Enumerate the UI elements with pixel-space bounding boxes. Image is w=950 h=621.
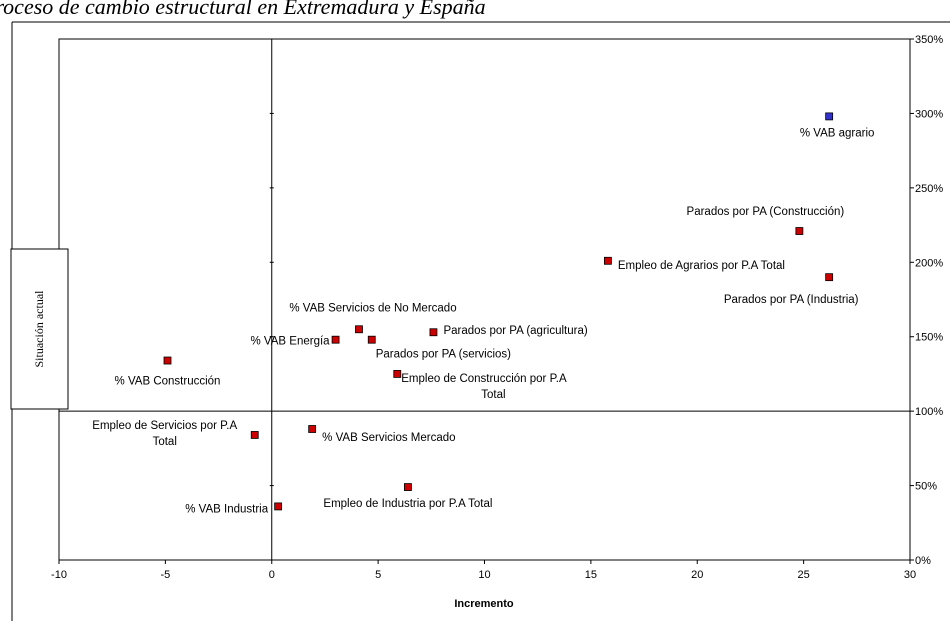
x-tick-label: 10	[478, 569, 490, 581]
x-tick-label: 0	[269, 569, 275, 581]
x-tick-label: 20	[691, 569, 703, 581]
y-axis-title-box	[10, 248, 69, 410]
point-label: Parados por PA (Construcción)	[687, 206, 845, 218]
data-point	[331, 335, 340, 344]
data-point	[825, 273, 834, 282]
y-axis-ticks: 0% 50% 100% 150% 200% 250% 300% 350%	[269, 34, 943, 567]
point-label: Empleo de Construcción por P.A Total	[401, 373, 567, 401]
point-label: % VAB Industria	[185, 503, 268, 515]
y-tick-label: 300%	[915, 108, 943, 120]
data-point	[393, 370, 402, 378]
point-label: % VAB agrario	[800, 127, 875, 139]
x-tick-label: 30	[904, 569, 916, 581]
x-tick-label: -10	[51, 569, 67, 581]
point-label: % VAB Servicios Mercado	[322, 432, 455, 444]
point-label: Parados por PA (Industria)	[724, 294, 859, 306]
data-point	[825, 112, 834, 121]
point-labels: % VAB agrario Parados por PA (Construcció…	[92, 127, 874, 515]
data-point	[404, 483, 412, 491]
point-label: % VAB Servicios de No Mercado	[289, 302, 456, 314]
point-label: % VAB Energía	[251, 336, 331, 348]
chart-title: Proceso de cambio estructural en Extrema…	[0, 0, 486, 19]
y-tick-label: 200%	[915, 257, 943, 269]
data-point	[355, 325, 363, 334]
data-point	[163, 356, 172, 365]
point-label: Parados por PA (servicios)	[376, 349, 511, 361]
y-axis-title: Situación actual	[32, 290, 46, 368]
point-label: Empleo de Industria por P.A Total	[323, 498, 492, 510]
data-point	[250, 431, 259, 439]
x-tick-label: 5	[375, 569, 381, 581]
x-tick-label: -5	[160, 569, 170, 581]
data-point	[429, 328, 438, 337]
data-point	[795, 227, 804, 235]
x-axis-title: Incremento	[454, 598, 514, 610]
point-label: % VAB Construcción	[115, 376, 221, 388]
data-point	[308, 425, 317, 433]
data-point	[274, 502, 283, 511]
x-tick-label: 15	[585, 569, 597, 581]
y-tick-label: 100%	[915, 406, 943, 418]
y-tick-label: 350%	[915, 34, 943, 46]
x-tick-label: 25	[798, 569, 810, 581]
y-tick-label: 250%	[915, 183, 943, 195]
point-label: Parados por PA (agricultura)	[443, 325, 587, 337]
data-point	[367, 335, 376, 344]
y-tick-label: 50%	[915, 481, 937, 493]
point-label: Empleo de Agrarios por P.A Total	[618, 260, 785, 272]
point-label: Empleo de Servicios por P.A Total	[92, 420, 237, 448]
y-tick-label: 150%	[915, 332, 943, 344]
data-point	[603, 256, 612, 265]
data-points	[163, 112, 834, 511]
y-tick-label: 0%	[915, 555, 931, 567]
x-axis-ticks: -10 -5 0 5 10 15 20 25 30	[51, 560, 916, 581]
reference-lines	[59, 39, 910, 560]
